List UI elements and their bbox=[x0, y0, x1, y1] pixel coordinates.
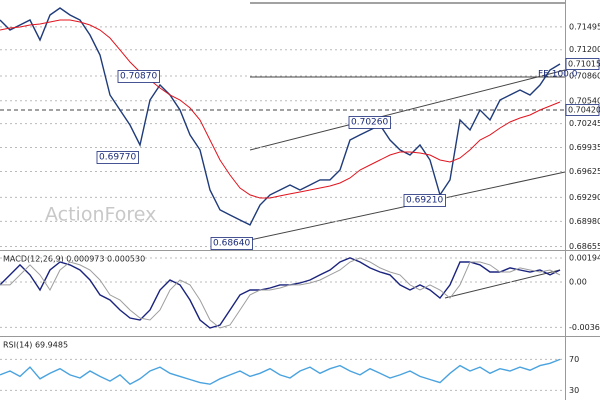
series-line bbox=[0, 7, 561, 226]
annotation: 0.70260 bbox=[351, 118, 388, 128]
y-tick-label: 0.69290 bbox=[569, 193, 600, 202]
y-tick-label: 0.69625 bbox=[569, 167, 600, 176]
annotation: 0.69770 bbox=[99, 153, 136, 163]
y-tick-label: 0.71200 bbox=[569, 45, 600, 54]
price-marker-box bbox=[565, 104, 600, 116]
panel-title: MACD(12,26,9) 0.000973 0.000530 bbox=[3, 255, 145, 264]
y-tick-label: 0.68655 bbox=[569, 242, 600, 251]
series-line bbox=[0, 257, 561, 329]
annotation-box bbox=[348, 116, 391, 129]
y-tick-label: 0.001946 bbox=[569, 253, 600, 262]
y-tick-label: 30 bbox=[569, 386, 579, 395]
annotation-box bbox=[96, 151, 139, 164]
channel-line bbox=[249, 69, 566, 151]
y-tick-label: 0.71495 bbox=[569, 22, 600, 31]
y-tick-label: 0.70860 bbox=[569, 72, 600, 81]
y-tick-label: 0.69935 bbox=[569, 143, 600, 152]
series-line bbox=[0, 257, 561, 329]
price-marker-label: 0.70420 bbox=[568, 106, 600, 115]
y-tick-label: 0.70540 bbox=[569, 96, 600, 105]
series-line bbox=[0, 358, 561, 386]
annotation: 0.70870 bbox=[120, 72, 157, 82]
y-tick-label: 0.70245 bbox=[569, 119, 600, 128]
watermark: ActionForex bbox=[45, 204, 156, 226]
price-marker-box bbox=[565, 58, 600, 70]
annotation-box bbox=[210, 237, 253, 250]
macd-trend-line bbox=[444, 269, 561, 299]
y-tick-label: -0.003685 bbox=[569, 323, 600, 332]
y-tick-label: 0.68980 bbox=[569, 217, 600, 226]
annotation: FE 100.0 bbox=[538, 70, 578, 80]
panel-title: RSI(14) 69.9485 bbox=[3, 341, 68, 350]
annotation: 0.69210 bbox=[406, 196, 443, 206]
y-tick-label: 0.00 bbox=[569, 277, 587, 286]
y-tick-label: 70 bbox=[569, 355, 579, 364]
series-line bbox=[0, 19, 561, 199]
annotation-box bbox=[117, 70, 160, 83]
annotation: 0.68640 bbox=[213, 239, 250, 249]
annotation-box bbox=[403, 194, 446, 207]
price-marker-label: 0.71015 bbox=[568, 60, 600, 69]
